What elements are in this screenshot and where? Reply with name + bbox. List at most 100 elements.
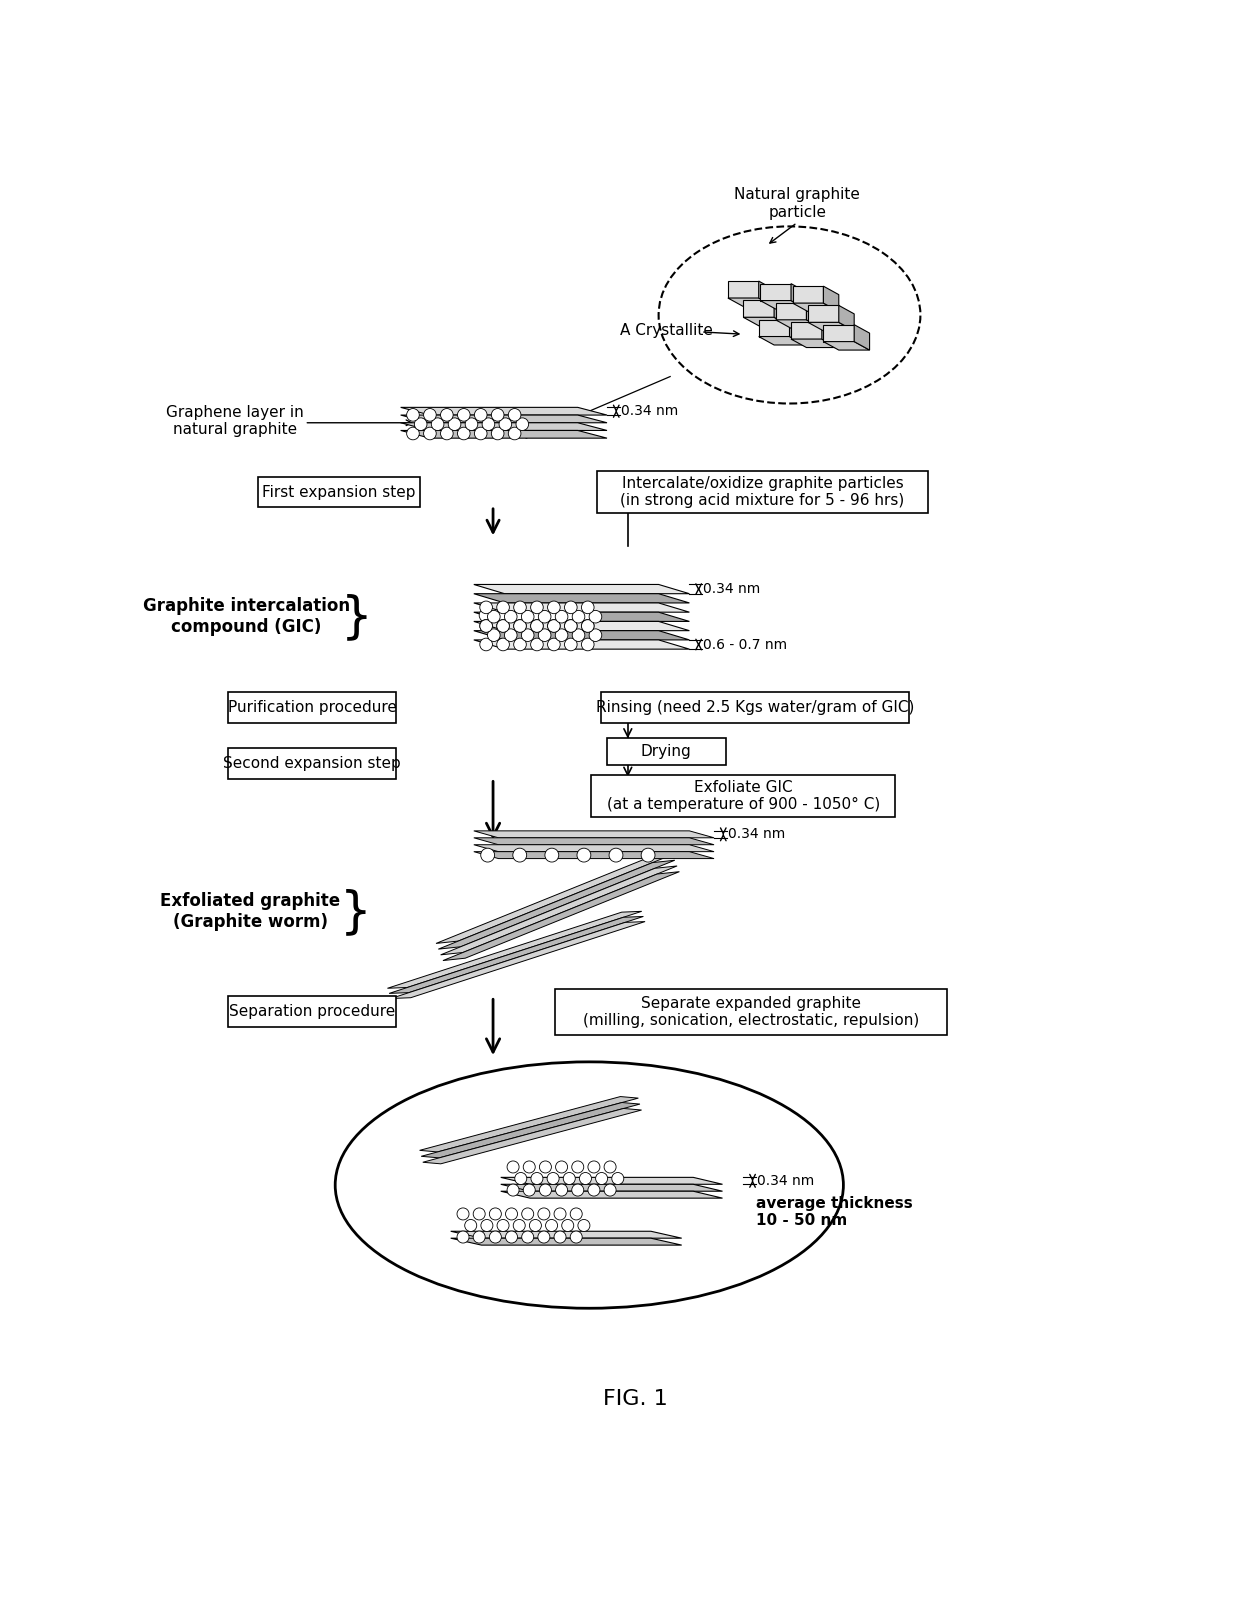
Polygon shape <box>401 423 608 430</box>
Circle shape <box>521 630 534 641</box>
Circle shape <box>521 610 534 623</box>
Text: average thickness
10 - 50 nm: average thickness 10 - 50 nm <box>755 1195 913 1229</box>
Circle shape <box>440 409 453 422</box>
Circle shape <box>546 1219 558 1232</box>
Polygon shape <box>808 323 854 331</box>
Circle shape <box>578 1219 590 1232</box>
Circle shape <box>641 849 655 861</box>
Circle shape <box>513 1219 526 1232</box>
Polygon shape <box>474 622 689 631</box>
Polygon shape <box>474 594 689 602</box>
Ellipse shape <box>335 1061 843 1309</box>
Ellipse shape <box>658 227 920 404</box>
Circle shape <box>582 620 594 633</box>
Polygon shape <box>501 1191 723 1198</box>
FancyBboxPatch shape <box>591 775 895 818</box>
Polygon shape <box>401 407 608 415</box>
Polygon shape <box>822 323 837 347</box>
Circle shape <box>531 1173 543 1184</box>
Circle shape <box>505 610 517 623</box>
Circle shape <box>516 417 528 430</box>
Circle shape <box>539 1184 552 1195</box>
Polygon shape <box>450 1238 682 1245</box>
Text: 0.34 nm: 0.34 nm <box>758 1175 815 1187</box>
Circle shape <box>475 427 487 439</box>
Circle shape <box>548 620 560 633</box>
Polygon shape <box>419 1096 639 1152</box>
Circle shape <box>604 1184 616 1195</box>
Circle shape <box>490 1230 501 1243</box>
Circle shape <box>604 1162 616 1173</box>
Text: Graphite intercalation
compound (GIC): Graphite intercalation compound (GIC) <box>143 598 350 636</box>
Circle shape <box>611 1173 624 1184</box>
Circle shape <box>589 610 601 623</box>
Circle shape <box>497 1219 510 1232</box>
Circle shape <box>505 630 517 641</box>
Circle shape <box>424 427 436 439</box>
Circle shape <box>582 638 594 650</box>
Circle shape <box>513 620 526 633</box>
Circle shape <box>577 849 590 861</box>
Circle shape <box>564 601 577 614</box>
Circle shape <box>572 610 585 623</box>
Circle shape <box>487 610 500 623</box>
Text: 0.34 nm: 0.34 nm <box>621 404 678 419</box>
Polygon shape <box>474 612 689 622</box>
Polygon shape <box>838 305 854 331</box>
Polygon shape <box>806 304 822 328</box>
Text: }: } <box>340 888 371 936</box>
FancyBboxPatch shape <box>258 476 420 508</box>
Circle shape <box>458 409 470 422</box>
Circle shape <box>538 1208 549 1219</box>
Circle shape <box>513 620 526 633</box>
Polygon shape <box>474 831 714 837</box>
Polygon shape <box>387 911 642 988</box>
Polygon shape <box>474 852 714 858</box>
Circle shape <box>582 601 594 614</box>
Polygon shape <box>791 323 822 339</box>
Circle shape <box>588 1162 600 1173</box>
FancyBboxPatch shape <box>601 692 909 722</box>
Circle shape <box>544 849 559 861</box>
Circle shape <box>508 427 521 439</box>
Polygon shape <box>440 866 677 956</box>
Text: 0.6 - 0.7 nm: 0.6 - 0.7 nm <box>703 638 787 652</box>
Circle shape <box>556 1184 568 1195</box>
Circle shape <box>548 620 560 633</box>
Circle shape <box>440 427 453 439</box>
Circle shape <box>498 417 512 430</box>
Polygon shape <box>776 320 822 328</box>
Circle shape <box>515 1173 527 1184</box>
Circle shape <box>556 630 568 641</box>
Circle shape <box>529 609 544 622</box>
Text: Natural graphite
particle: Natural graphite particle <box>734 187 861 219</box>
Text: FIG. 1: FIG. 1 <box>603 1389 668 1409</box>
Circle shape <box>487 630 500 641</box>
Text: Exfoliate GIC
(at a temperature of 900 - 1050° C): Exfoliate GIC (at a temperature of 900 -… <box>606 780 880 812</box>
Polygon shape <box>760 300 806 308</box>
Circle shape <box>556 610 568 623</box>
Polygon shape <box>760 283 791 300</box>
Circle shape <box>564 620 577 633</box>
Circle shape <box>554 1230 565 1243</box>
Polygon shape <box>436 855 672 943</box>
Polygon shape <box>450 1232 682 1238</box>
FancyBboxPatch shape <box>228 692 396 722</box>
Circle shape <box>570 1230 583 1243</box>
Polygon shape <box>474 585 689 594</box>
Text: Graphene layer in
natural graphite: Graphene layer in natural graphite <box>166 404 304 438</box>
Circle shape <box>491 427 503 439</box>
FancyBboxPatch shape <box>606 738 725 764</box>
Text: Purification procedure: Purification procedure <box>228 700 397 716</box>
Circle shape <box>513 638 526 650</box>
Circle shape <box>474 1230 485 1243</box>
Polygon shape <box>759 320 790 337</box>
Circle shape <box>491 409 503 422</box>
Circle shape <box>562 1219 574 1232</box>
Polygon shape <box>854 324 869 350</box>
Circle shape <box>570 1208 583 1219</box>
Circle shape <box>580 609 595 622</box>
Circle shape <box>479 609 494 622</box>
Polygon shape <box>774 300 790 326</box>
Circle shape <box>480 601 492 614</box>
